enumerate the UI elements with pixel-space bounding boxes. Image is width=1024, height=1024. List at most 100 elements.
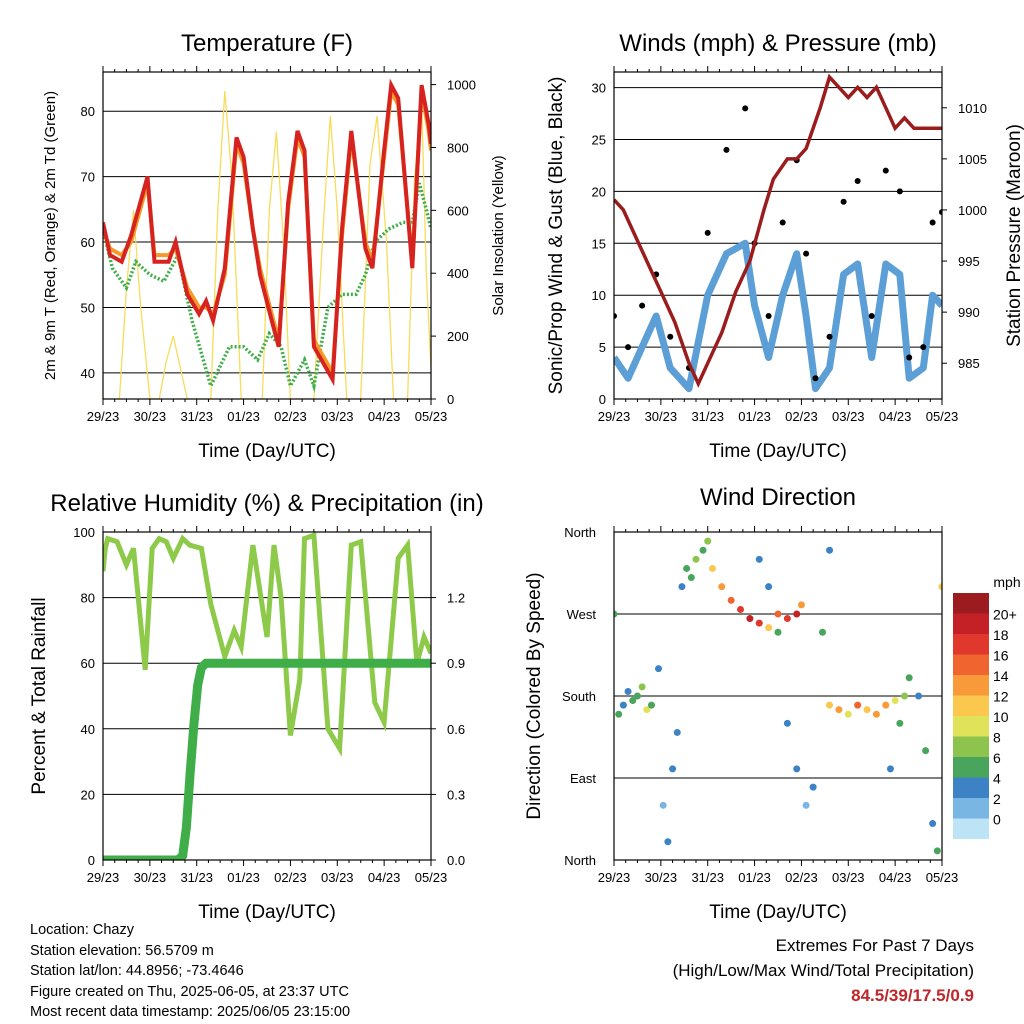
y2-tick-label: 1000 [447, 78, 476, 93]
x-axis-label: Time (Day/UTC) [709, 902, 847, 923]
direction-point [854, 701, 862, 709]
gust-point [614, 312, 617, 319]
direction-point [819, 628, 827, 636]
direction-point [872, 710, 880, 718]
direction-point [647, 701, 655, 709]
direction-point [896, 719, 904, 727]
direction-point [765, 624, 773, 632]
x-tick-label: 31/23 [180, 870, 213, 885]
y2-tick-label: 1005 [958, 152, 987, 167]
y2-tick-label: 0.0 [447, 853, 465, 868]
direction-point [687, 574, 695, 582]
gust-point [868, 312, 875, 319]
y-axis-label: Percent & Total Rainfall [29, 597, 50, 794]
x-tick-label: 01/23 [227, 409, 260, 424]
direction-point [708, 564, 716, 572]
y2-tick-label: 400 [447, 266, 469, 281]
colorbar-swatch [953, 716, 989, 737]
y-tick-label: 80 [81, 591, 95, 606]
x-tick-label: 31/23 [691, 409, 724, 424]
direction-point [614, 610, 618, 618]
direction-point [882, 701, 890, 709]
direction-point [683, 564, 691, 572]
direction-point [664, 838, 672, 846]
chart-title: Winds (mph) & Pressure (mb) [619, 30, 936, 57]
x-tick-label: 30/23 [134, 870, 167, 885]
y2-tick-label: 0.6 [447, 722, 465, 737]
y2-tick-label: 800 [447, 140, 469, 155]
y-axis-label: Sonic/Prop Wind & Gust (Blue, Black) [546, 77, 567, 395]
station-location: Location: Chazy [30, 922, 134, 938]
y-tick-label: South [562, 689, 596, 704]
y-tick-label: 60 [81, 235, 95, 250]
station-info: Location: Chazy Station elevation: 56.57… [30, 920, 350, 1023]
colorbar-label: 0 [993, 812, 1001, 828]
x-axis-label: Time (Day/UTC) [198, 441, 336, 462]
x-tick-label: 31/23 [691, 870, 724, 885]
y-tick-label: 10 [592, 288, 606, 303]
colorbar-swatch [953, 593, 989, 614]
direction-point [624, 687, 632, 695]
y-tick-label: 60 [81, 656, 95, 671]
direction-point [826, 546, 834, 554]
direction-point [678, 583, 686, 591]
station-latlon: Station lat/lon: 44.8956; -73.4646 [30, 963, 244, 979]
direction-point [922, 747, 930, 755]
x-tick-label: 03/23 [321, 409, 354, 424]
figure-created: Figure created on Thu, 2025-06-05, at 23… [30, 983, 349, 1000]
gust-point [779, 219, 786, 226]
x-tick-label: 04/23 [368, 870, 401, 885]
gust-point [639, 302, 646, 309]
x-tick-label: 02/23 [785, 409, 818, 424]
y-tick-label: 20 [592, 184, 606, 199]
direction-point [905, 674, 913, 682]
y-tick-label: North [564, 853, 596, 868]
y-tick-label: West [567, 607, 597, 622]
x-tick-label: 02/23 [274, 870, 307, 885]
temperature-panel: Temperature (F) Time (Day/UTC) 2m & 9m T (… [42, 30, 507, 462]
y-tick-label: 40 [81, 722, 95, 737]
wind-direction-panel: Wind Direction Time (Day/UTC) Direction (C… [524, 484, 958, 923]
gust-point [667, 333, 674, 340]
gust-point [920, 344, 927, 351]
recent-timestamp: Most recent data timestamp: 2025/06/05 2… [30, 1004, 351, 1020]
colorbar-swatch [953, 634, 989, 655]
direction-point [783, 719, 791, 727]
direction-point [809, 783, 817, 791]
direction-point [933, 847, 941, 855]
plot-area [103, 78, 431, 399]
y2-tick-label: 1010 [958, 101, 987, 116]
y-axis-label: 2m & 9m T (Red, Orange) & 2m Td (Green) [42, 91, 59, 380]
x-tick-label: 29/23 [598, 409, 631, 424]
gust-point [882, 167, 889, 174]
gust-point [765, 312, 772, 319]
direction-point [774, 628, 782, 636]
extremes-subtitle: (High/Low/Max Wind/Total Precipitation) [672, 961, 974, 980]
x-tick-label: 29/23 [87, 870, 120, 885]
direction-point [863, 706, 871, 714]
direction-point [638, 683, 646, 691]
y-tick-label: 80 [81, 104, 95, 119]
colorbar-label: 14 [993, 668, 1009, 684]
gust-point [625, 344, 632, 351]
direction-point [844, 710, 852, 718]
colorbar-label: 6 [993, 750, 1001, 766]
solar-insolation-line [103, 90, 431, 399]
x-tick-label: 05/23 [415, 409, 448, 424]
plot-frame [613, 531, 943, 861]
y2-tick-label: 995 [958, 254, 980, 269]
direction-point [793, 610, 801, 618]
direction-point [673, 728, 681, 736]
x-tick-label: 04/23 [368, 409, 401, 424]
gust-point [929, 219, 936, 226]
x-tick-label: 05/23 [926, 870, 959, 885]
y-tick-label: 0 [88, 853, 95, 868]
direction-point [704, 537, 712, 545]
humidity-line [103, 532, 431, 757]
x-tick-label: 30/23 [134, 409, 167, 424]
y-tick-label: 25 [592, 132, 606, 147]
plot-frame [102, 71, 432, 400]
direction-point [797, 601, 805, 609]
direction-point [901, 692, 909, 700]
x-tick-label: 01/23 [227, 870, 260, 885]
